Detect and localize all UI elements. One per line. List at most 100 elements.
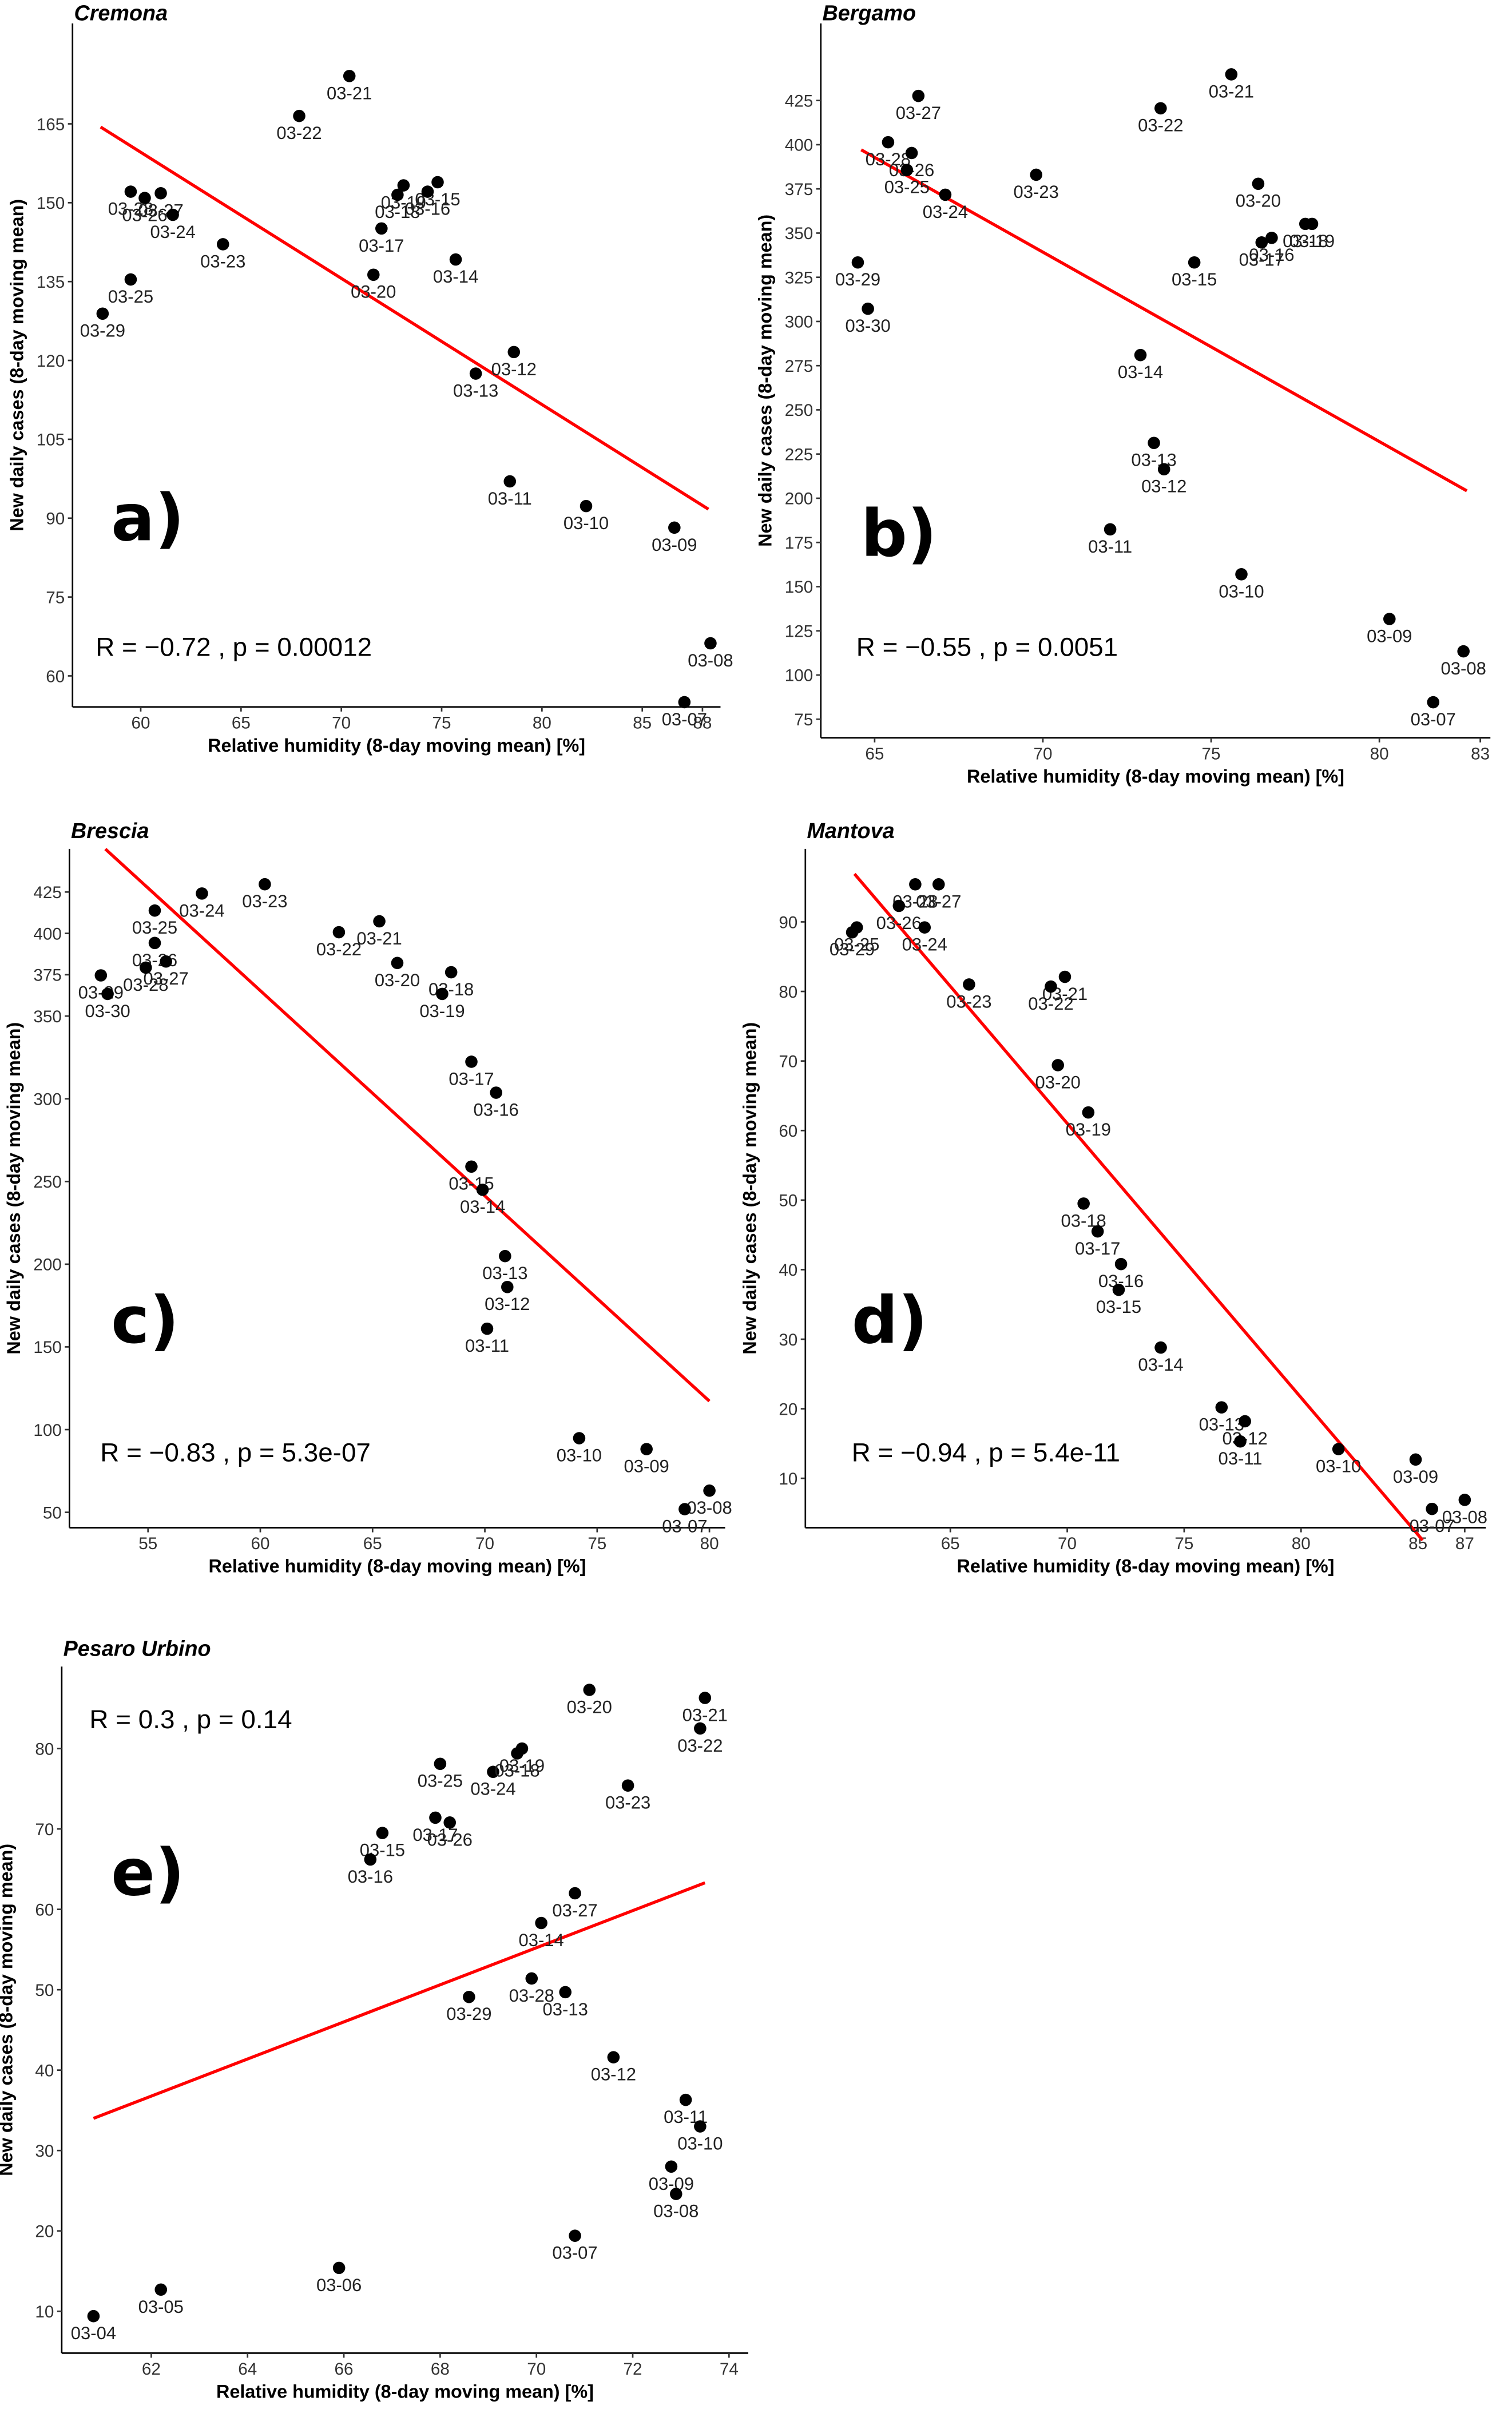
y-tick-label: 75 — [46, 588, 65, 607]
point-label: 03-14 — [518, 1930, 563, 1950]
point-label: 03-23 — [200, 251, 245, 271]
trend-line — [853, 872, 1424, 1542]
y-tick-label: 350 — [785, 224, 813, 243]
y-tick-label: 135 — [37, 273, 65, 292]
panel-letter: b) — [861, 495, 937, 571]
y-tick-label: 350 — [33, 1007, 61, 1026]
x-tick-label: 65 — [941, 1534, 960, 1553]
data-point — [1051, 1059, 1064, 1071]
data-point — [429, 1811, 442, 1824]
data-point — [332, 926, 346, 939]
data-point — [196, 887, 208, 900]
data-point — [912, 89, 925, 102]
data-point — [1239, 1415, 1251, 1428]
point-label: 03-17 — [1239, 249, 1284, 269]
trend-line — [860, 148, 1468, 493]
point-label: 03-30 — [85, 1001, 130, 1021]
point-label: 03-16 — [1249, 245, 1294, 265]
annotation: R = −0.83 , p = 5.3e-07 — [100, 1438, 371, 1467]
data-point — [1148, 436, 1160, 450]
point-label: 03-20 — [351, 282, 396, 302]
point-label: 03-14 — [433, 267, 478, 287]
point-label: 03-26 — [876, 913, 922, 933]
data-point — [905, 146, 918, 160]
data-point — [503, 475, 517, 488]
point-label: 03-23 — [242, 891, 287, 911]
data-point — [1235, 568, 1248, 581]
point-label: 03-27 — [916, 891, 961, 911]
y-tick-label: 60 — [35, 1900, 54, 1919]
y-tick-label: 75 — [794, 711, 813, 729]
data-point — [1234, 1435, 1247, 1448]
data-point — [882, 136, 895, 149]
point-label: 03-12 — [485, 1294, 530, 1314]
x-tick-label: 70 — [1033, 744, 1052, 763]
data-point — [851, 256, 864, 269]
y-tick-label: 150 — [33, 1338, 61, 1357]
data-point — [373, 915, 386, 928]
point-label: 03-18 — [375, 202, 420, 222]
panel-title: Cremona — [74, 1, 168, 25]
data-point — [124, 185, 137, 198]
data-point — [469, 367, 482, 380]
annotation: R = −0.55 , p = 0.0051 — [856, 633, 1118, 662]
point-label: 03-20 — [375, 970, 420, 990]
point-label: 03-21 — [356, 928, 402, 948]
data-point — [445, 966, 458, 979]
x-tick-label: 65 — [865, 744, 884, 763]
data-point — [391, 188, 404, 201]
point-label: 03-16 — [405, 199, 450, 219]
y-tick-label: 375 — [33, 966, 61, 985]
point-label: 03-08 — [1441, 658, 1486, 678]
data-point — [124, 273, 137, 286]
data-point — [481, 1322, 494, 1335]
data-point — [375, 222, 388, 235]
point-label: 03-25 — [418, 1771, 463, 1791]
point-label: 03-15 — [1172, 269, 1217, 289]
data-point — [436, 987, 449, 1001]
point-label: 03-26 — [122, 205, 167, 225]
y-tick-label: 250 — [785, 401, 813, 420]
y-axis-title: New daily cases (8-day moving mean) — [0, 1844, 17, 2176]
point-label: 03-14 — [1118, 362, 1163, 382]
y-tick-label: 400 — [785, 136, 813, 155]
data-point — [443, 1816, 457, 1829]
x-tick-label: 60 — [251, 1534, 270, 1553]
point-label: 03-11 — [488, 489, 532, 509]
data-point — [465, 1160, 478, 1173]
y-tick-label: 90 — [46, 510, 65, 529]
x-axis-title: Relative humidity (8-day moving mean) [%… — [957, 1556, 1335, 1577]
data-point — [1154, 1341, 1167, 1354]
point-label: 03-10 — [1219, 581, 1264, 601]
data-point — [1332, 1443, 1345, 1455]
point-label: 03-23 — [605, 1793, 650, 1813]
panel-title: Brescia — [71, 819, 149, 843]
y-tick-label: 325 — [785, 268, 813, 287]
y-tick-label: 30 — [35, 2142, 54, 2161]
point-label: 03-13 — [1199, 1415, 1244, 1435]
point-label: 03-22 — [1028, 994, 1073, 1014]
data-point — [846, 926, 859, 939]
x-tick-label: 75 — [432, 713, 451, 732]
x-tick-label: 70 — [332, 713, 351, 732]
y-tick-label: 400 — [33, 924, 61, 943]
data-point — [1215, 1401, 1228, 1414]
data-point — [525, 1972, 538, 1985]
data-point — [148, 936, 161, 950]
point-label: 03-25 — [132, 918, 177, 938]
y-tick-label: 300 — [785, 313, 813, 332]
x-axis-title: Relative humidity (8-day moving mean) [%… — [209, 1556, 586, 1577]
data-point — [1457, 645, 1470, 658]
y-tick-label: 150 — [785, 578, 813, 597]
point-label: 03-19 — [419, 1001, 465, 1021]
data-point — [499, 1249, 511, 1263]
point-label: 03-24 — [179, 900, 224, 920]
point-label: 03-29 — [446, 2004, 491, 2024]
point-label: 03-12 — [1141, 477, 1186, 497]
data-point — [932, 878, 945, 891]
data-point — [376, 1827, 389, 1839]
data-point — [1409, 1453, 1422, 1466]
x-tick-label: 62 — [142, 2360, 161, 2379]
data-point — [434, 1757, 447, 1771]
point-label: 03-18 — [428, 979, 474, 999]
